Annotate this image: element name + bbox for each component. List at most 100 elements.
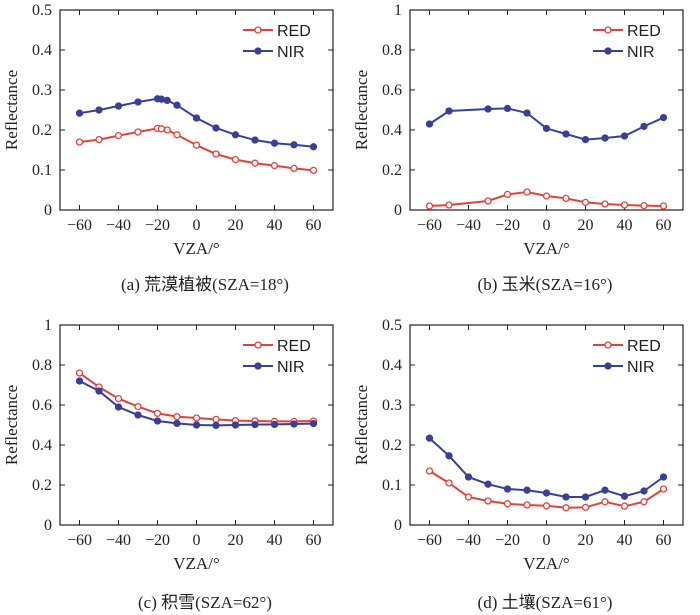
data-point-red-a bbox=[309, 166, 318, 175]
data-point-red-d bbox=[464, 493, 473, 501]
legend-label-nir-b: NIR bbox=[627, 44, 655, 61]
legend-label-red-d: RED bbox=[627, 338, 661, 355]
x-tick-label-d: −20 bbox=[495, 532, 520, 549]
x-tick-label-a: −60 bbox=[67, 217, 92, 234]
data-point-nir-d bbox=[601, 486, 609, 494]
series-line-red-c bbox=[78, 372, 314, 423]
x-tick-label-c: 0 bbox=[193, 532, 201, 549]
x-tick-label-a: −20 bbox=[145, 217, 170, 234]
data-point-red-b bbox=[484, 197, 492, 205]
y-tick-label-d: 0.4 bbox=[382, 357, 402, 374]
series-line-nir-a bbox=[79, 97, 314, 148]
data-point-nir-c bbox=[95, 387, 103, 395]
x-tick-label-a: 40 bbox=[267, 217, 283, 234]
data-point-red-a bbox=[134, 128, 142, 136]
data-point-red-a bbox=[290, 164, 298, 173]
data-point-red-b bbox=[445, 201, 453, 209]
x-axis-title-c: VZA/° bbox=[173, 554, 219, 573]
data-point-red-a bbox=[270, 161, 279, 170]
data-point-red-d bbox=[659, 485, 668, 493]
data-point-nir-c bbox=[114, 403, 123, 411]
data-point-nir-a bbox=[95, 106, 103, 114]
data-point-nir-c bbox=[134, 411, 142, 419]
data-point-nir-b bbox=[484, 105, 492, 113]
y-tick-label-a: 0.1 bbox=[32, 162, 52, 179]
caption-c: (c) 积雪(SZA=62°) bbox=[138, 593, 272, 612]
legend-label-nir-d: NIR bbox=[627, 359, 655, 376]
data-point-red-d bbox=[620, 502, 629, 510]
legend-marker-nir-d bbox=[604, 362, 612, 370]
data-point-nir-a bbox=[231, 131, 240, 139]
x-tick-label-d: 20 bbox=[578, 532, 594, 549]
data-point-red-d bbox=[445, 479, 453, 487]
legend-marker-nir-c bbox=[254, 362, 262, 370]
data-point-nir-a bbox=[290, 141, 298, 149]
data-point-red-c bbox=[212, 415, 220, 424]
data-point-nir-a bbox=[163, 96, 171, 105]
data-point-red-d bbox=[601, 498, 609, 506]
legend-marker-red-d bbox=[604, 341, 612, 349]
y-tick-label-c: 0.8 bbox=[32, 357, 52, 374]
data-point-nir-b bbox=[445, 107, 453, 115]
data-point-red-c bbox=[173, 412, 181, 421]
data-point-red-b bbox=[425, 202, 434, 210]
data-point-red-b bbox=[503, 190, 512, 199]
data-point-red-b bbox=[620, 201, 629, 209]
data-point-nir-b bbox=[562, 130, 570, 138]
data-point-red-a bbox=[163, 126, 171, 134]
y-tick-label-c: 1 bbox=[44, 317, 52, 334]
data-point-nir-c bbox=[212, 421, 220, 430]
data-point-nir-d bbox=[445, 452, 453, 460]
data-point-nir-c bbox=[251, 420, 259, 429]
data-point-nir-a bbox=[114, 102, 123, 110]
data-point-nir-d bbox=[523, 486, 531, 494]
data-point-nir-d bbox=[484, 480, 492, 488]
data-point-nir-a bbox=[157, 95, 166, 103]
x-tick-label-b: 20 bbox=[578, 217, 594, 234]
y-axis-title-a: Reflectance bbox=[2, 70, 21, 150]
x-tick-label-b: 0 bbox=[543, 217, 551, 234]
data-point-nir-c bbox=[231, 421, 240, 429]
y-axis-title-c: Reflectance bbox=[2, 385, 21, 465]
data-point-nir-b bbox=[581, 135, 590, 144]
data-point-nir-a bbox=[270, 139, 279, 147]
data-point-red-a bbox=[95, 135, 103, 144]
y-tick-label-b: 0.2 bbox=[382, 162, 402, 179]
x-tick-label-b: 40 bbox=[617, 217, 633, 234]
y-axis-title-b: Reflectance bbox=[352, 70, 371, 150]
series-line-nir-b bbox=[428, 107, 664, 141]
data-point-nir-b bbox=[503, 104, 512, 113]
data-point-nir-a bbox=[212, 124, 220, 132]
data-point-nir-c bbox=[153, 417, 162, 425]
x-tick-label-b: −20 bbox=[495, 217, 520, 234]
x-tick-label-c: 20 bbox=[228, 532, 244, 549]
data-point-red-b bbox=[601, 200, 609, 208]
y-tick-label-d: 0.5 bbox=[382, 317, 402, 334]
data-point-red-b bbox=[640, 201, 648, 210]
data-point-nir-d bbox=[620, 492, 629, 500]
data-point-nir-d bbox=[425, 434, 434, 442]
y-tick-label-a: 0.4 bbox=[32, 42, 52, 59]
data-point-red-d bbox=[425, 467, 434, 475]
y-tick-label-a: 0.2 bbox=[32, 122, 52, 139]
x-tick-label-d: −40 bbox=[456, 532, 481, 549]
y-tick-label-b: 0.8 bbox=[382, 42, 402, 59]
data-point-nir-b bbox=[601, 134, 609, 142]
chart-panel-b: −60 −40 −20 0 20 40 60 0 0.2 0.4 0.6 0.8 1 VZA/° Refle… bbox=[352, 2, 684, 258]
y-tick-label-b: 0.4 bbox=[382, 122, 402, 139]
y-tick-label-c: 0 bbox=[44, 517, 52, 534]
data-point-nir-b bbox=[620, 132, 629, 140]
x-tick-label-b: 60 bbox=[656, 217, 672, 234]
data-point-nir-b bbox=[659, 113, 668, 122]
y-tick-label-a: 0.3 bbox=[32, 82, 52, 99]
data-point-nir-a bbox=[192, 114, 201, 122]
data-point-red-d bbox=[523, 501, 531, 509]
x-tick-label-c: −60 bbox=[67, 532, 92, 549]
data-point-nir-c bbox=[270, 420, 279, 429]
data-point-red-d bbox=[484, 497, 492, 505]
data-point-red-b bbox=[659, 202, 668, 210]
data-point-red-a bbox=[251, 159, 259, 167]
data-point-nir-d bbox=[464, 473, 473, 481]
chart-panel-c: −60 −40 −20 0 20 40 60 0 0.2 0.4 0.6 0.8 1 VZA/° Refle… bbox=[2, 317, 334, 573]
